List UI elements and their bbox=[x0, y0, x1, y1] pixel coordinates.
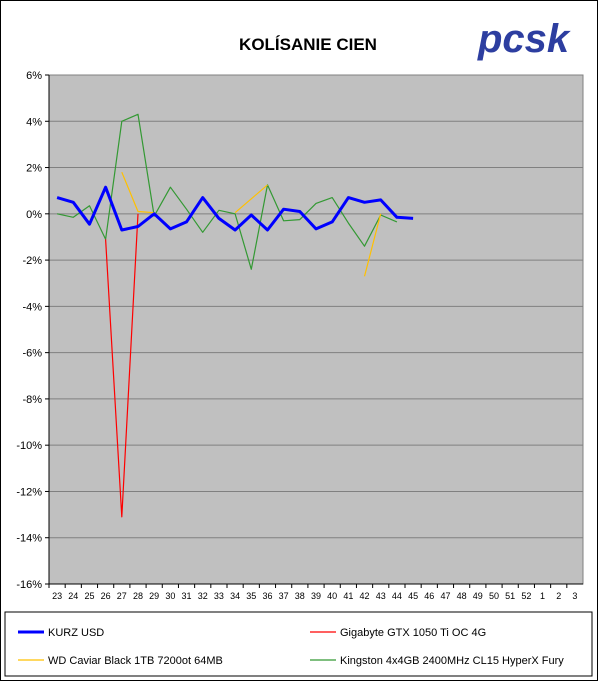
x-tick-label: 33 bbox=[214, 591, 224, 601]
y-tick-label: 0% bbox=[26, 209, 42, 221]
x-tick-label: 31 bbox=[182, 591, 192, 601]
x-tick-label: 38 bbox=[295, 591, 305, 601]
y-tick-label: -10% bbox=[16, 440, 42, 452]
y-tick-label: -14% bbox=[16, 533, 42, 545]
x-tick-label: 34 bbox=[230, 591, 240, 601]
legend-box bbox=[4, 611, 593, 677]
series-lines bbox=[56, 113, 414, 518]
logo-text: pcsk bbox=[477, 17, 571, 61]
series-line-1 bbox=[105, 213, 139, 518]
series-line-2 bbox=[363, 213, 382, 277]
x-tick-label: 46 bbox=[424, 591, 434, 601]
y-tick-label: -2% bbox=[22, 255, 42, 267]
x-tick-label: 26 bbox=[101, 591, 111, 601]
x-axis: 23 24 25 26 27 28 29 30 31 32 33 34 35 36 37 38 39 40 41 42… bbox=[48, 583, 583, 601]
y-tick-label: -8% bbox=[22, 394, 42, 406]
x-tick-label: 28 bbox=[133, 591, 143, 601]
x-tick-label: 49 bbox=[473, 591, 483, 601]
x-tick-label: 50 bbox=[489, 591, 499, 601]
x-tick-label: 44 bbox=[392, 591, 402, 601]
y-tick-label: -12% bbox=[16, 486, 42, 498]
x-tick-label: 41 bbox=[343, 591, 353, 601]
legend-label-3: Kingston 4x4GB 2400MHz CL15 HyperX Fury bbox=[340, 655, 564, 667]
series-line-2 bbox=[234, 184, 268, 214]
x-tick-label: 29 bbox=[149, 591, 159, 601]
y-tick-label: 6% bbox=[26, 70, 42, 82]
x-tick-label: 23 bbox=[52, 591, 62, 601]
x-tick-label: 42 bbox=[360, 591, 370, 601]
series-line-2 bbox=[121, 171, 155, 214]
x-tick-label: 25 bbox=[84, 591, 94, 601]
x-tick-label: 24 bbox=[68, 591, 78, 601]
x-tick-label: 52 bbox=[521, 591, 531, 601]
pcsk-logo: pcsk bbox=[477, 17, 571, 61]
legend: KURZ USD Gigabyte GTX 1050 Ti OC 4G WD Cav… bbox=[18, 627, 564, 667]
x-tick-label: 1 bbox=[540, 591, 545, 601]
legend-label-0: KURZ USD bbox=[48, 627, 104, 639]
x-tick-label: 35 bbox=[246, 591, 256, 601]
plot-area bbox=[48, 74, 584, 585]
x-tick-label: 32 bbox=[198, 591, 208, 601]
x-tick-label: 40 bbox=[327, 591, 337, 601]
x-tick-label: 2 bbox=[556, 591, 561, 601]
x-tick-label: 3 bbox=[572, 591, 577, 601]
y-tick-label: -16% bbox=[16, 579, 42, 591]
x-tick-label: 51 bbox=[505, 591, 515, 601]
y-tick-label: -6% bbox=[22, 348, 42, 360]
series-line-0 bbox=[56, 185, 414, 232]
legend-label-1: Gigabyte GTX 1050 Ti OC 4G bbox=[340, 627, 486, 639]
y-axis: 6% 4% 2% 0% -2% -4% -6% -8% -10% -12% -14% -16% bbox=[16, 70, 50, 591]
chart-title: KOLÍSANIE CIEN bbox=[239, 35, 377, 54]
x-tick-label: 37 bbox=[279, 591, 289, 601]
y-tick-label: 4% bbox=[26, 116, 42, 128]
x-tick-label: 27 bbox=[117, 591, 127, 601]
y-tick-label: -4% bbox=[22, 301, 42, 313]
x-tick-label: 39 bbox=[311, 591, 321, 601]
x-tick-label: 48 bbox=[457, 591, 467, 601]
y-tick-label: 2% bbox=[26, 163, 42, 175]
legend-label-2: WD Caviar Black 1TB 7200ot 64MB bbox=[48, 655, 223, 667]
x-tick-label: 30 bbox=[165, 591, 175, 601]
gridlines bbox=[49, 120, 583, 539]
x-tick-label: 47 bbox=[440, 591, 450, 601]
x-tick-label: 43 bbox=[376, 591, 386, 601]
x-tick-label: 36 bbox=[262, 591, 272, 601]
x-tick-label: 45 bbox=[408, 591, 418, 601]
